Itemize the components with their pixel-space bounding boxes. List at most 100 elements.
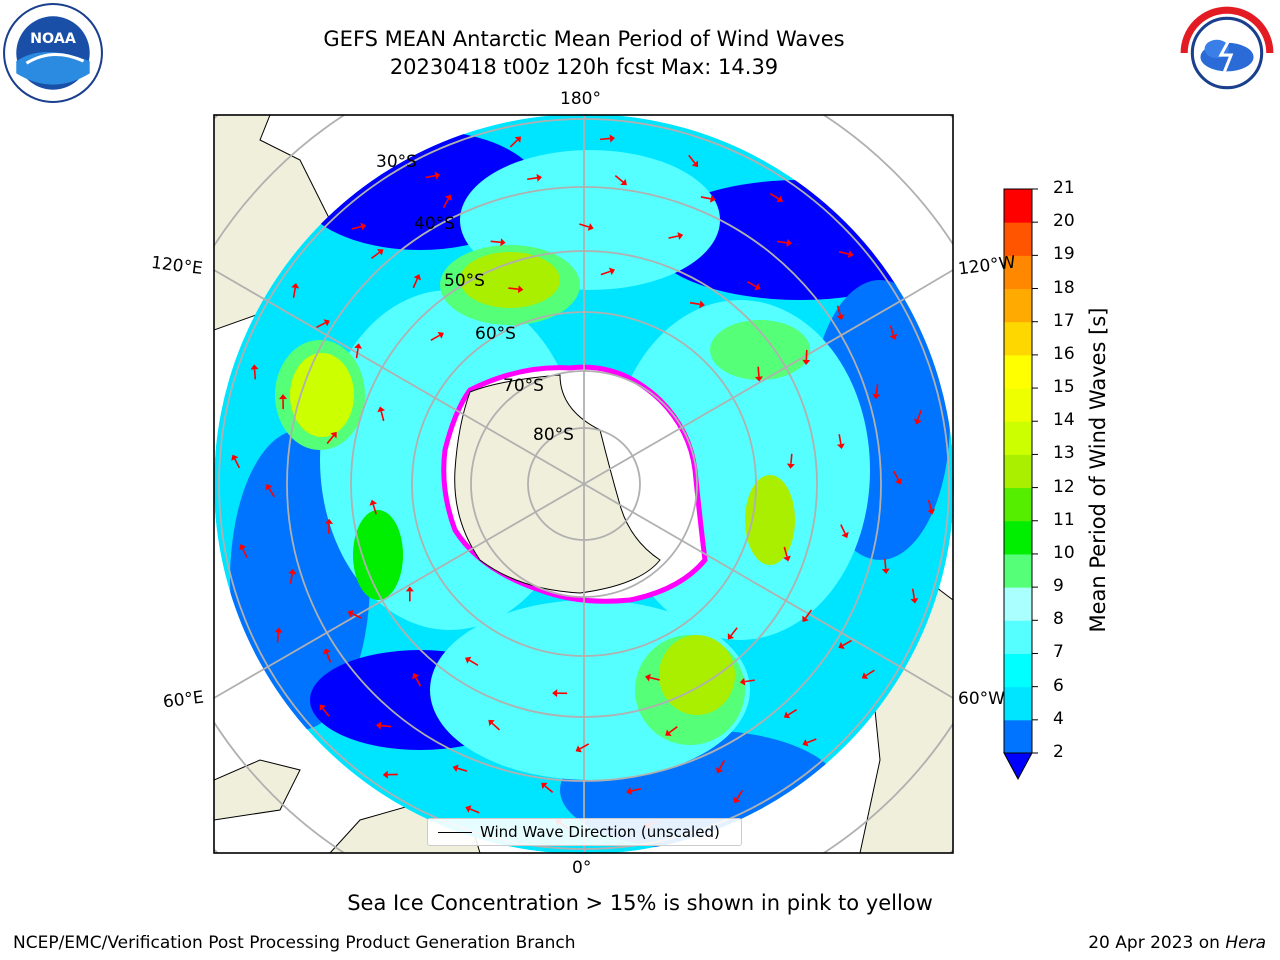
wind-wave-arrows [231,134,936,830]
wave-arrow-head [405,586,414,592]
wave-arrow [579,223,590,228]
sea-ice-caption: Sea Ice Concentration > 15% is shown in … [347,891,933,915]
wave-arrow-head [413,274,422,281]
wave-arrow-head [645,673,651,682]
wave-arrow-head [776,195,783,203]
wave-arrow [414,676,422,687]
wave-arrow-head [699,300,705,309]
wave-arrow [380,411,385,422]
wave-arrow-head [913,418,922,425]
wave-arrow [322,707,330,717]
wave-arrow-head [434,171,441,180]
wave-arrow-head [536,173,543,182]
colorbar-extend-triangle [1003,752,1033,781]
wave-arrow [668,726,678,734]
colorbar-tick-label: 15 [1053,377,1075,398]
wave-arrow [527,177,538,181]
wave-arrow [372,504,377,515]
colorbar-bin [1004,719,1032,754]
colorbar [1003,188,1038,781]
wave-arrow [840,524,846,534]
wave-arrow-head [733,796,741,804]
wave-arrow-head [250,364,259,370]
colorbar-tick-label: 17 [1053,310,1075,331]
wave-arrow-head [754,376,763,382]
wave-arrow [630,787,642,792]
wave-arrow-head [927,508,936,515]
wave-arrow [776,240,788,244]
wave-arrow [744,679,755,683]
wave-arrow [838,250,849,255]
colorbar-bin [1004,354,1032,389]
wave-arrow-head [783,555,791,562]
colorbar-tick-label: 2 [1053,742,1064,762]
wave-arrow-head [437,331,444,339]
graticule [218,114,950,854]
wave-arrow-head [279,394,288,400]
wave-arrow-head [715,767,723,774]
wave-arrow [380,724,391,728]
wave-arrow [783,546,788,557]
wave-arrow [326,652,332,663]
colorbar-bin [1004,520,1032,555]
wave-arrow-head [382,770,388,779]
colorbar-tick-label: 7 [1053,642,1064,663]
wave-arrow-head [265,484,273,491]
colorbar-tick-label: 8 [1053,609,1064,630]
lat-label-80s: 80°S [533,425,574,445]
colorbar-bin [1004,189,1032,223]
wave-arrow-head [691,160,699,168]
wave-arrow [769,192,780,200]
wave-arrow [806,738,817,744]
colorbar-tick-label: 19 [1053,244,1075,265]
colorbar-tick-label: 18 [1053,277,1075,298]
lon-label-180: 180° [560,89,601,109]
wave-arrow [370,251,380,260]
wave-arrow-head [838,641,845,649]
wave-arrow-head [802,359,811,365]
wave-arrow-head [465,656,472,664]
wave-arrow [316,322,326,329]
wave-arrow [838,434,842,445]
wave-arrow-head [739,677,746,686]
colorbar-tick-label: 10 [1053,542,1075,563]
colorbar-tick-label: 16 [1053,343,1075,364]
wave-arrow-head [330,431,337,439]
wave-arrow-head [620,178,627,186]
wave-arrow-head [754,283,761,291]
colorbar-tick-label: 4 [1053,708,1064,729]
wave-arrow [668,235,679,239]
wave-arrow [865,669,875,677]
wave-arrow-head [609,134,616,143]
colorbar-tick-label: 13 [1053,443,1075,464]
lat-label-50s: 50°S [444,271,485,291]
wave-arrow [600,270,611,276]
legend-line-icon [438,831,472,833]
footer-host: Hera [1225,933,1266,953]
colorbar-tick-label: 6 [1053,675,1064,696]
wave-arrow-head [783,711,791,719]
wave-arrow [893,470,900,481]
wave-arrow-head [541,782,548,790]
colorbar-bin [1004,288,1032,323]
wave-arrow-head [836,314,845,321]
wave-arrow [700,196,711,200]
wave-arrow [268,487,275,498]
wave-arrow-head [452,764,459,773]
colorbar-bin [1004,686,1032,721]
wave-arrow [468,659,479,666]
wave-arrow [875,384,879,395]
wave-arrow [425,174,436,179]
wave-arrow [787,708,797,716]
wave-arrow-head [288,568,297,575]
wave-arrow-head [802,739,809,747]
wave-arrow-head [377,406,386,413]
wave-arrow [469,808,480,814]
wave-arrow [355,348,359,359]
wave-arrow [614,174,624,183]
colorbar-bin [1004,222,1032,256]
lat-label-70s: 70°S [503,376,544,396]
map-subtitle: 20230418 t00z 120h fcst Max: 14.39 [389,55,779,79]
wave-arrow-head [412,672,420,680]
wave-arrow-head [861,672,869,679]
